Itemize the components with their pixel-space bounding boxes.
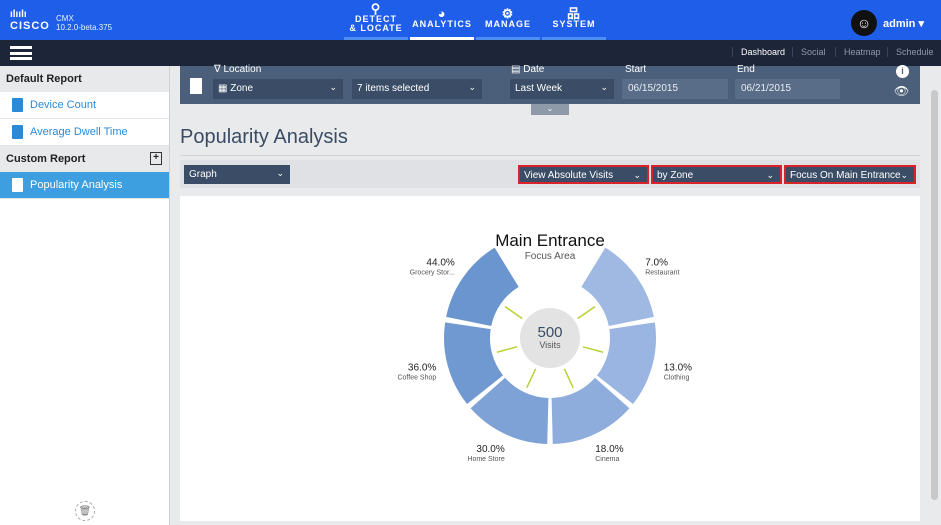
slice-value-label: 44.0%	[426, 258, 454, 269]
donut-slice[interactable]	[446, 247, 519, 327]
info-icon[interactable]: i	[896, 65, 909, 78]
map-pin-icon: ⚲	[370, 1, 382, 16]
slice-category-label: Cinema	[595, 456, 619, 463]
slice-value-label: 13.0%	[664, 363, 692, 374]
hierarchy-icon: 品	[566, 5, 581, 21]
donut-slice[interactable]	[596, 322, 656, 404]
chart-panel: Main Entrance Focus Area 7.0% Restaurant 1…	[180, 196, 920, 521]
slice-value-label: 18.0%	[595, 444, 623, 455]
measure-select[interactable]: View Absolute Visits ⌄	[518, 165, 649, 184]
view-type-select[interactable]: Graph ⌄	[184, 165, 290, 184]
center-circle	[520, 308, 580, 368]
collapse-filter-button[interactable]: ⌄	[531, 104, 569, 115]
chart-controls: Graph ⌄ View Absolute Visits ⌄ by Zone ⌄ Fo…	[180, 160, 920, 188]
document-icon	[12, 125, 23, 139]
document-icon	[190, 78, 202, 94]
donut-slice[interactable]	[581, 247, 654, 327]
slice-category-label: Home Store	[467, 456, 504, 463]
end-date-input[interactable]: 06/21/2015	[735, 79, 840, 99]
connector-line	[577, 305, 596, 320]
default-report-heading: Default Report	[0, 66, 169, 92]
center-label: Visits	[539, 340, 561, 350]
start-label: Start	[625, 64, 647, 75]
date-range-select[interactable]: Last Week ⌄	[510, 79, 614, 99]
add-report-icon[interactable]: +	[150, 152, 162, 165]
connector-line	[526, 368, 537, 389]
avatar[interactable]: ☺	[851, 10, 877, 36]
sidebar-item-popularity-analysis[interactable]: Popularity Analysis	[0, 172, 169, 199]
tab-dashboard[interactable]: Dashboard	[732, 47, 785, 57]
nav-analytics[interactable]: ◕ ANALYTICS	[410, 0, 474, 40]
slice-category-label: Clothing	[664, 375, 690, 382]
user-menu[interactable]: admin ▾	[883, 18, 924, 30]
zone-items-select[interactable]: 7 items selected ⌄	[352, 79, 482, 99]
connector-line	[582, 346, 604, 353]
donut-slice[interactable]	[443, 322, 504, 404]
custom-report-heading: Custom Report +	[0, 146, 169, 172]
document-icon	[12, 178, 23, 192]
start-date-input[interactable]: 06/15/2015	[622, 79, 728, 99]
sidebar-item-device-count[interactable]: Device Count	[0, 92, 169, 119]
filter-bar: ∇ Location ▦ Zone ⌄ 7 items selected ⌄ ▤ D…	[180, 64, 920, 104]
slice-value-label: 7.0%	[645, 258, 668, 269]
location-label: ∇ Location	[214, 64, 262, 75]
connector-line	[563, 368, 574, 389]
location-type-select[interactable]: ▦ Zone ⌄	[213, 79, 343, 99]
tab-schedule[interactable]: Schedule	[887, 47, 934, 57]
end-label: End	[737, 64, 755, 75]
top-header: ılıılı CISCO CMX 10.2.0-beta.375 ⚲ DETECT & …	[0, 0, 941, 40]
slice-category-label: Coffee Shop	[397, 375, 436, 382]
page-title: Popularity Analysis	[180, 126, 348, 148]
donut-slice[interactable]	[470, 377, 549, 444]
center-value: 500	[537, 324, 562, 341]
nav-detect-locate[interactable]: ⚲ DETECT & LOCATE	[344, 0, 408, 40]
tab-social[interactable]: Social	[792, 47, 826, 57]
chart-title: Main Entrance	[495, 231, 605, 250]
product-version: CMX 10.2.0-beta.375	[56, 14, 113, 32]
group-by-select[interactable]: by Zone ⌄	[651, 165, 782, 184]
gears-icon: ⚙	[501, 5, 515, 21]
tab-heatmap[interactable]: Heatmap	[835, 47, 881, 57]
date-label: ▤ Date	[511, 64, 545, 75]
dashboard-gauge-icon: ◕	[437, 5, 447, 21]
donut-slice[interactable]	[551, 377, 630, 444]
sidebar-item-average-dwell-time[interactable]: Average Dwell Time	[0, 119, 169, 146]
slice-category-label: Restaurant	[645, 270, 679, 277]
nav-manage[interactable]: ⚙ MANAGE	[476, 0, 540, 40]
slice-value-label: 30.0%	[476, 444, 504, 455]
document-icon	[12, 98, 23, 112]
trash-icon[interactable]: 🗑	[75, 501, 95, 521]
connector-line	[504, 305, 523, 320]
donut-chart: Main Entrance Focus Area 7.0%Restaurant 1…	[397, 231, 692, 463]
scrollbar[interactable]	[931, 90, 938, 500]
divider	[180, 155, 920, 156]
slice-category-label: Grocery Stor...	[410, 270, 455, 277]
focus-area-select[interactable]: Focus On Main Entrance ⌄	[784, 165, 916, 184]
hide-eye-icon[interactable]: 👁	[894, 84, 910, 98]
nav-system[interactable]: 品 SYSTEM	[542, 0, 606, 40]
hamburger-menu-icon[interactable]	[10, 46, 32, 60]
sub-navigation: Dashboard Social Heatmap Schedule	[0, 40, 941, 66]
cisco-logo: ılıılı CISCO	[10, 9, 50, 32]
sidebar: Default Report Device Count Average Dwel…	[0, 66, 170, 525]
slice-value-label: 36.0%	[408, 363, 436, 374]
chart-subtitle: Focus Area	[525, 251, 576, 262]
connector-line	[496, 346, 518, 353]
